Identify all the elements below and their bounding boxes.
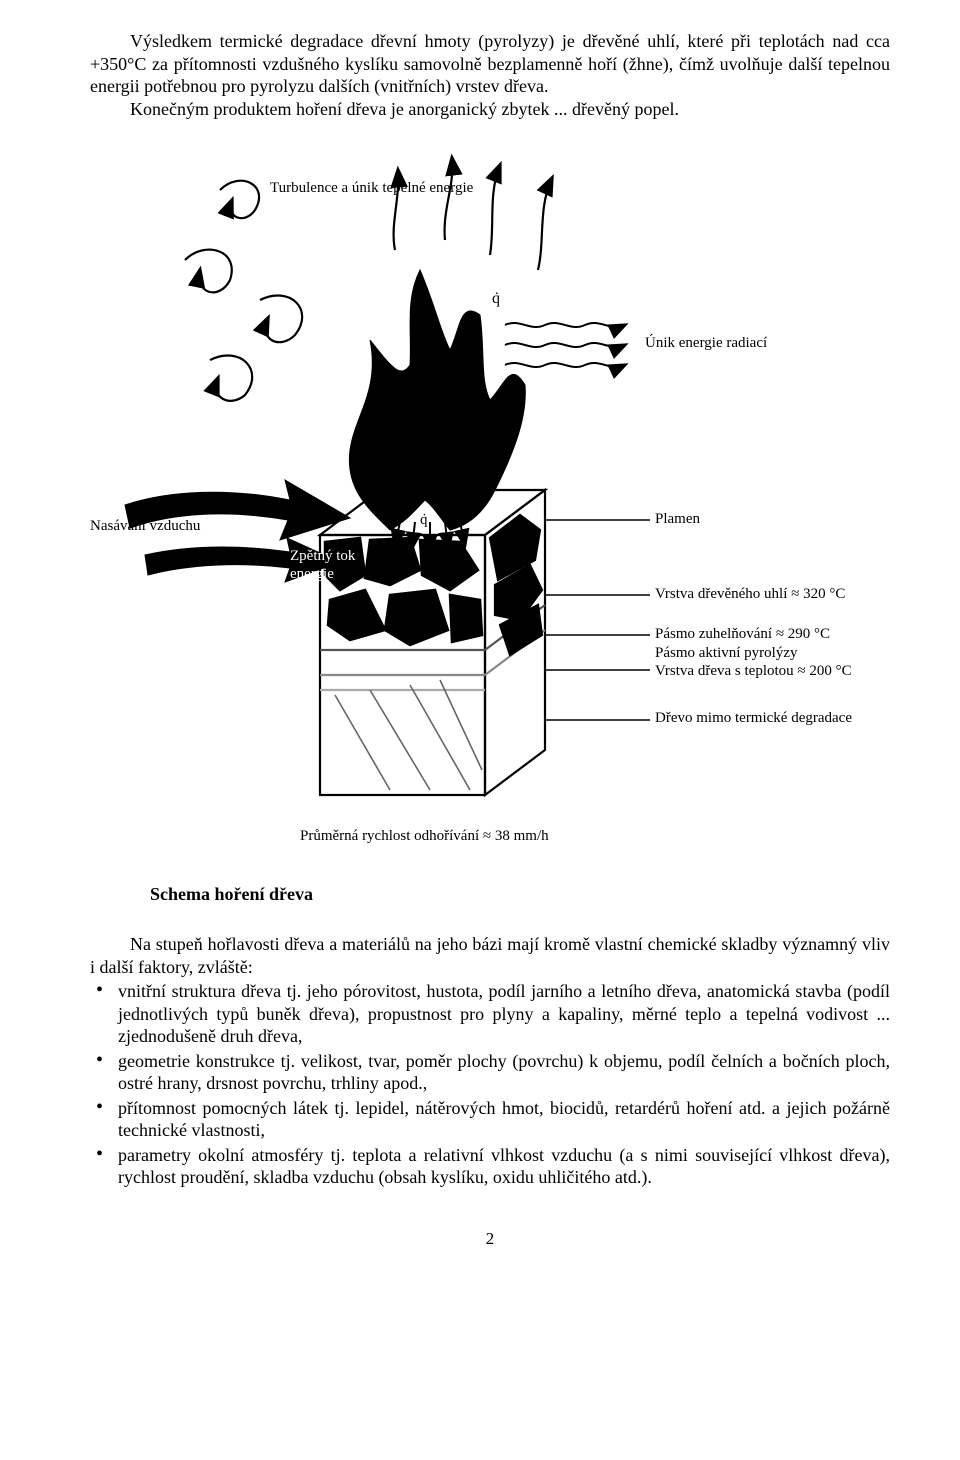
list-item: parametry okolní atmosféry tj. teplota a…: [90, 1144, 890, 1189]
label-200c: Vrstva dřeva s teplotou ≈ 200 °C: [655, 663, 852, 680]
list-item: přítomnost pomocných látek tj. lepidel, …: [90, 1097, 890, 1142]
page: Výsledkem termické degradace dřevní hmot…: [0, 0, 960, 1460]
label-pyro: Pásmo aktivní pyrolýzy: [655, 645, 798, 662]
wood-block: [320, 490, 545, 795]
lead-paragraph: Na stupeň hořlavosti dřeva a materiálů n…: [90, 933, 890, 978]
leader-lines: [545, 520, 650, 720]
page-number: 2: [90, 1229, 890, 1249]
label-charring: Pásmo zuhelňování ≈ 290 °C: [655, 626, 830, 643]
label-radiation: Únik energie radiací: [645, 335, 767, 352]
combustion-figure: Turbulence a únik tepelné energie q̇ Úni…: [90, 130, 890, 870]
label-backflow-1: Zpětný tok: [290, 548, 355, 565]
label-outside: Dřevo mimo termické degradace: [655, 710, 852, 727]
label-qdot-base: q̇: [420, 512, 428, 529]
intro-p2: Konečným produktem hoření dřeva je anorg…: [90, 98, 890, 121]
label-flame: Plamen: [655, 511, 700, 528]
radiation-waves: [505, 323, 625, 367]
combustion-svg: [90, 130, 890, 870]
label-charcoal: Vrstva dřevěného uhlí ≈ 320 °C: [655, 586, 845, 603]
flame-shape: [349, 270, 525, 550]
body-text: Na stupeň hořlavosti dřeva a materiálů n…: [90, 933, 890, 1189]
intro-p1: Výsledkem termické degradace dřevní hmot…: [90, 30, 890, 98]
label-turbulence: Turbulence a únik tepelné energie: [270, 180, 473, 197]
scheme-title: Schema hoření dřeva: [150, 884, 890, 905]
label-air-in: Nasávání vzduchu: [90, 518, 200, 535]
label-qdot-top: q̇: [492, 290, 500, 308]
bullet-list: vnitřní struktura dřeva tj. jeho pórovit…: [90, 980, 890, 1189]
list-item: geometrie konstrukce tj. velikost, tvar,…: [90, 1050, 890, 1095]
list-item: vnitřní struktura dřeva tj. jeho pórovit…: [90, 980, 890, 1048]
label-backflow-2: energie: [290, 566, 334, 583]
intro-text: Výsledkem termické degradace dřevní hmot…: [90, 30, 890, 120]
label-burn-rate: Průměrná rychlost odhořívání ≈ 38 mm/h: [300, 828, 549, 845]
